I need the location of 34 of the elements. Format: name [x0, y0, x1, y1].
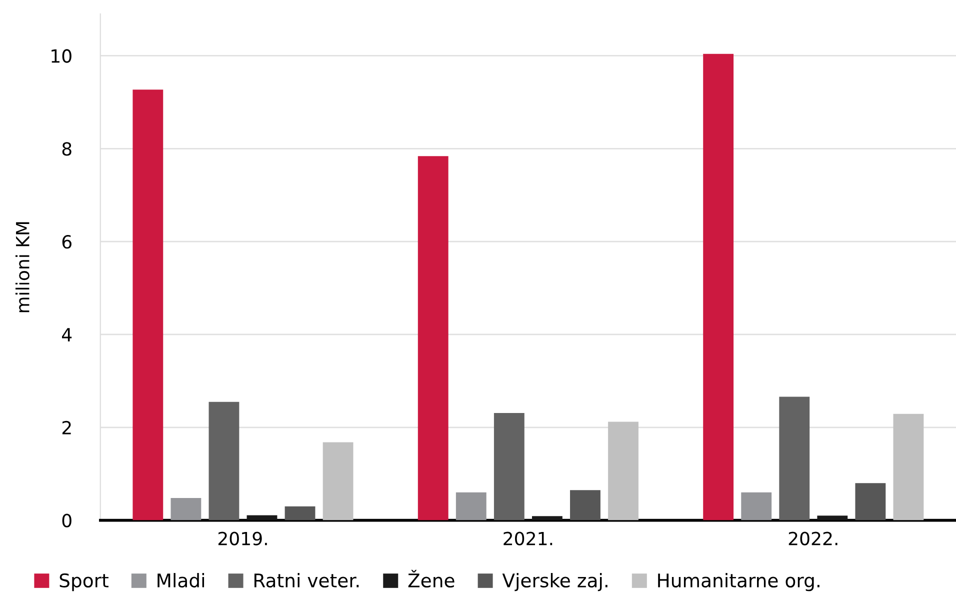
bar	[855, 483, 886, 520]
legend-label: Mladi	[158, 573, 204, 588]
y-tick-label: 4	[62, 328, 72, 342]
bar	[456, 492, 486, 520]
y-tick-label: 0	[62, 514, 72, 528]
bar	[703, 54, 734, 520]
y-tick-label: 2	[62, 420, 71, 434]
y-tick-label: 10	[52, 49, 72, 63]
bar	[779, 396, 810, 520]
bar	[284, 506, 316, 520]
bar	[741, 492, 772, 520]
bar	[322, 442, 354, 520]
bar	[817, 516, 848, 520]
bar	[246, 515, 278, 520]
bar	[208, 402, 240, 520]
legend-label: Žene	[408, 570, 454, 588]
y-axis-title: milioni KM	[15, 222, 30, 312]
legend-label: Ratni veter.	[254, 573, 359, 588]
bar	[418, 156, 448, 520]
bar	[608, 422, 638, 520]
x-tick-label: 2022.	[788, 532, 838, 546]
x-tick-label: 2019.	[218, 532, 267, 546]
bar	[132, 90, 164, 520]
y-tick-label: 8	[62, 142, 72, 156]
legend-label: Vjerske zaj.	[502, 573, 608, 592]
bar	[570, 490, 600, 520]
bar	[494, 412, 524, 520]
bar	[532, 516, 562, 520]
bar	[170, 498, 202, 520]
x-tick-label: 2021.	[504, 532, 552, 546]
bar	[893, 414, 924, 520]
legend-label: Sport	[60, 573, 108, 592]
y-tick-label: 6	[62, 235, 72, 249]
legend-label: Humanitarne org.	[658, 573, 820, 592]
